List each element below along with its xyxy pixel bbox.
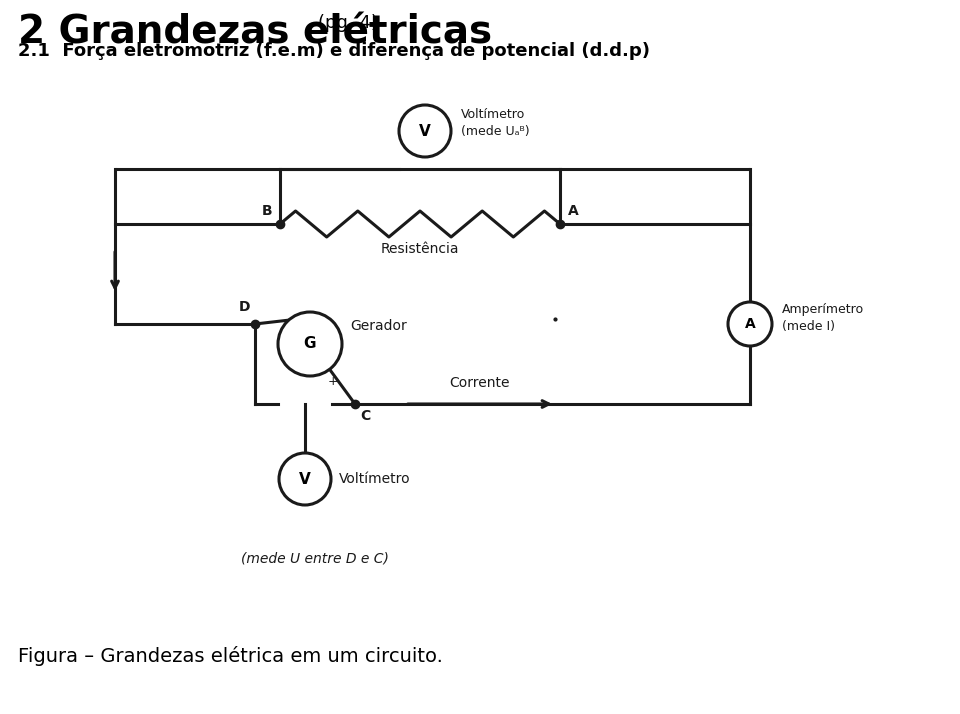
Text: 2.1  Força eletromotriz (f.e.m) e diferença de potencial (d.d.p): 2.1 Força eletromotriz (f.e.m) e diferen… (18, 42, 650, 60)
Text: B: B (261, 204, 272, 218)
Circle shape (728, 302, 772, 346)
Text: Voltímetro: Voltímetro (339, 472, 411, 486)
Text: +: + (327, 375, 338, 388)
Text: D: D (238, 300, 250, 314)
Text: Voltímetro
(mede Uₐᴮ): Voltímetro (mede Uₐᴮ) (461, 108, 530, 138)
Text: Resistência: Resistência (381, 242, 459, 256)
Text: A: A (568, 204, 579, 218)
Text: G: G (303, 336, 316, 351)
Text: C: C (360, 409, 371, 423)
Text: Gerador: Gerador (350, 319, 407, 333)
Text: (mede U entre D e C): (mede U entre D e C) (241, 552, 389, 566)
Text: A: A (745, 317, 756, 331)
Text: Corrente: Corrente (449, 376, 511, 390)
Text: Amperímetro
(mede I): Amperímetro (mede I) (782, 303, 864, 333)
Text: 2 Grandezas elétricas: 2 Grandezas elétricas (18, 14, 492, 52)
Text: (pg. 4): (pg. 4) (318, 14, 378, 32)
Text: V: V (420, 124, 431, 139)
Circle shape (399, 105, 451, 157)
Circle shape (279, 453, 331, 505)
Text: V: V (300, 471, 311, 486)
Text: Figura – Grandezas elétrica em um circuito.: Figura – Grandezas elétrica em um circui… (18, 646, 443, 666)
Circle shape (278, 312, 342, 376)
